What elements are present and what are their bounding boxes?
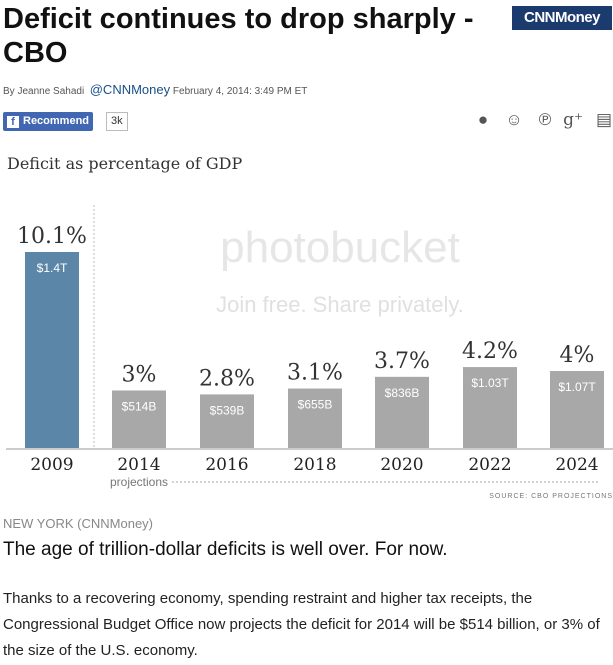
- bar-2009: [25, 252, 79, 449]
- facebook-icon: f: [7, 115, 19, 128]
- year-label: 2024: [555, 455, 598, 475]
- value-label: 4.2%: [462, 339, 518, 364]
- value-label: 3%: [122, 362, 157, 387]
- recommend-count: 3k: [106, 112, 128, 131]
- value-label: 3.7%: [374, 349, 430, 374]
- bar-2022: [463, 367, 517, 449]
- year-label: 2014: [117, 455, 160, 475]
- twitter-handle[interactable]: @CNNMoney: [89, 82, 171, 97]
- google-plus-icon[interactable]: g⁺: [563, 110, 583, 130]
- source-label: SOURCE: CBO PROJECTIONS: [489, 493, 613, 500]
- amount-label: $1.03T: [471, 376, 509, 390]
- cnnmoney-logo[interactable]: CNNMoney: [512, 6, 612, 30]
- bar-chart: photobucket Join free. Share privately. 10…: [6, 205, 613, 500]
- year-label: 2018: [293, 455, 336, 475]
- projections-label: projections: [110, 475, 168, 489]
- value-label: 4%: [560, 343, 595, 368]
- amount-label: $514B: [122, 399, 157, 413]
- article-title: Deficit continues to drop sharply - CBO: [3, 3, 474, 69]
- year-label: 2016: [205, 455, 248, 475]
- facebook-recommend-button[interactable]: f Recommend: [3, 112, 94, 131]
- stumbleupon-icon[interactable]: ●: [477, 110, 489, 129]
- bar-2018: [288, 388, 342, 449]
- byline: By Jeanne Sahadi @CNNMoney February 4, 2…: [3, 82, 307, 97]
- dateline: NEW YORK (CNNMoney): [3, 516, 154, 531]
- chart-title: Deficit as percentage of GDP: [7, 154, 243, 173]
- value-label: 2.8%: [199, 366, 255, 391]
- value-label: 3.1%: [287, 361, 343, 386]
- bar-2020: [375, 376, 429, 449]
- year-label: 2020: [380, 455, 423, 475]
- article-paragraph: Thanks to a recovering economy, spending…: [3, 590, 600, 659]
- headline: The age of trillion-dollar deficits is w…: [3, 539, 448, 560]
- amount-label: $655B: [298, 398, 333, 412]
- amount-label: $539B: [210, 403, 245, 417]
- bar-2016: [200, 394, 254, 449]
- value-label: 10.1%: [17, 224, 87, 249]
- year-label: 2022: [468, 455, 511, 475]
- year-label: 2009: [30, 455, 73, 475]
- bar-2024: [550, 370, 604, 449]
- pinterest-icon[interactable]: ℗: [538, 110, 552, 129]
- amount-label: $1.07T: [558, 380, 596, 394]
- reddit-icon[interactable]: ☺: [505, 110, 523, 129]
- date: February 4, 2014: 3:49 PM ET: [172, 86, 308, 97]
- watermark-brand: photobucket: [220, 223, 460, 272]
- print-icon[interactable]: ▤: [595, 110, 613, 129]
- amount-label: $836B: [385, 386, 420, 400]
- recommend-label: Recommend: [23, 115, 90, 127]
- author[interactable]: By Jeanne Sahadi: [3, 86, 85, 97]
- bar-2014: [112, 390, 166, 449]
- watermark-tagline: Join free. Share privately.: [216, 292, 464, 317]
- amount-label: $1.4T: [37, 261, 68, 275]
